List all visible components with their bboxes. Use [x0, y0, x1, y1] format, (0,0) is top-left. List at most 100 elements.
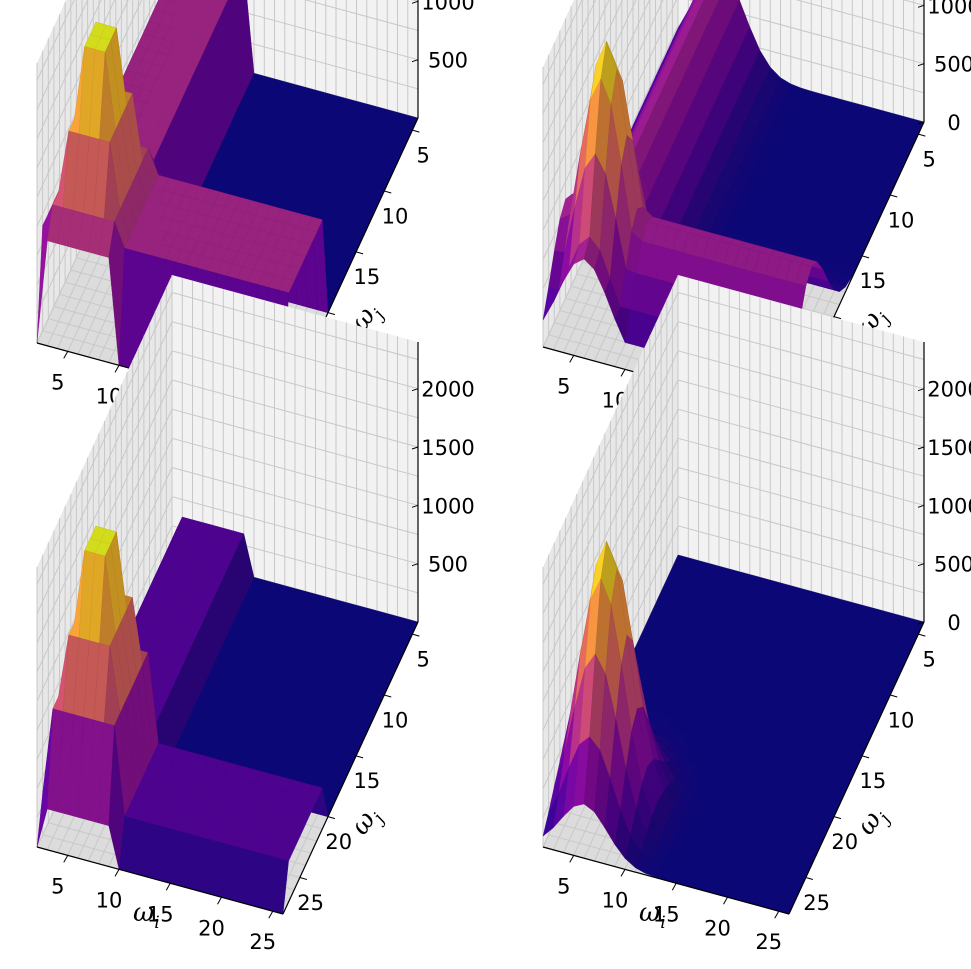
y-tick-label: 15	[860, 769, 887, 793]
z-tick-mark	[411, 0, 419, 4]
x-tick-label: 5	[51, 874, 64, 898]
x-tick-mark	[165, 883, 171, 891]
x-tick-mark	[63, 855, 69, 863]
y-tick-label: 10	[382, 204, 409, 228]
y-tick-label: 10	[382, 708, 409, 732]
x-tick-label: 20	[704, 916, 731, 940]
z-tick-label: 1000	[421, 494, 474, 518]
y-tick-label: 5	[416, 648, 429, 672]
grid-line	[542, 350, 925, 644]
y-tick-mark	[805, 877, 814, 880]
z-tick-mark	[917, 446, 925, 450]
x-tick-mark	[569, 355, 575, 363]
y-tick-label: 15	[354, 265, 381, 289]
x-tick-label: 20	[198, 916, 225, 940]
z-tick-mark	[917, 121, 925, 125]
y-tick-label: 10	[888, 208, 915, 232]
y-tick-label: 20	[325, 830, 352, 854]
x-tick-mark	[569, 855, 575, 863]
x-tick-mark	[114, 869, 120, 877]
y-axis-line	[788, 621, 925, 915]
x-tick-mark	[620, 869, 626, 877]
y-tick-mark	[861, 255, 870, 259]
y-tick-mark	[918, 633, 926, 637]
grid-line	[36, 0, 102, 140]
grid-line	[542, 379, 925, 673]
z-tick-label: 1000	[927, 0, 971, 18]
x-tick-mark	[63, 351, 69, 359]
surface-mesh	[542, 0, 925, 388]
x-axis-label: ωi	[639, 898, 666, 933]
x-tick-label: 5	[557, 374, 570, 398]
x-tick-mark	[217, 897, 222, 905]
y-axis-line	[282, 621, 419, 915]
grid-line	[542, 0, 624, 173]
grid-line	[36, 291, 419, 585]
x-tick-label: 25	[249, 930, 276, 954]
y-tick-mark	[833, 316, 842, 320]
grid-line	[542, 0, 637, 202]
surface-mesh	[36, 516, 419, 915]
z-tick-label: 1500	[927, 436, 971, 460]
y-tick-label: 20	[831, 830, 858, 854]
x-tick-mark	[268, 910, 274, 919]
grid-line	[542, 408, 925, 702]
x-tick-mark	[620, 369, 626, 377]
y-tick-label: 15	[354, 769, 381, 793]
y-tick-label: 25	[297, 891, 324, 915]
y-tick-mark	[833, 816, 842, 820]
y-tick-mark	[861, 755, 870, 759]
y-tick-mark	[918, 133, 926, 137]
x-tick-label: 10	[96, 888, 123, 912]
x-tick-mark	[774, 910, 780, 919]
y-tick-mark	[384, 190, 392, 194]
x-tick-label: 5	[51, 370, 64, 394]
x-axis-line	[542, 846, 790, 915]
y-tick-mark	[355, 251, 364, 255]
z-tick-mark	[917, 63, 925, 67]
grid-line	[542, 0, 597, 114]
y-tick-mark	[412, 129, 420, 133]
z-tick-label: 500	[428, 553, 468, 577]
grid-line	[36, 350, 419, 644]
grid-line	[542, 321, 925, 614]
y-tick-mark	[890, 194, 898, 198]
x-tick-mark	[671, 883, 677, 891]
x-tick-label: 25	[755, 930, 782, 954]
y-tick-mark	[412, 633, 420, 637]
z-tick-mark	[917, 388, 925, 392]
y-tick-label: 5	[416, 144, 429, 168]
z-tick-mark	[917, 4, 925, 8]
z-tick-label: 0	[947, 111, 960, 135]
x-tick-label: 15	[653, 902, 680, 926]
z-tick-label: 0	[947, 611, 960, 635]
z-tick-mark	[411, 446, 419, 450]
z-tick-label: 500	[428, 49, 468, 73]
y-tick-label: 15	[860, 269, 887, 293]
y-tick-label: 5	[922, 648, 935, 672]
surface-panel: Newmann Interpolated51015202551015202505…	[542, 0, 971, 454]
z-tick-label: 500	[934, 553, 971, 577]
z-tick-label: 2000	[421, 378, 474, 402]
y-tick-mark	[355, 755, 364, 759]
y-tick-label: 25	[803, 891, 830, 915]
y-tick-label: 10	[888, 708, 915, 732]
z-tick-label: 500	[934, 53, 971, 77]
z-tick-mark	[411, 388, 419, 392]
x-tick-mark	[114, 365, 120, 373]
y-tick-mark	[327, 312, 336, 316]
z-tick-mark	[917, 621, 925, 625]
y-tick-mark	[327, 816, 336, 820]
y-tick-mark	[890, 694, 898, 698]
x-tick-label: 5	[557, 874, 570, 898]
x-axis-line	[36, 846, 284, 915]
grid-line	[36, 0, 89, 110]
x-axis-label: ωi	[133, 898, 160, 933]
y-tick-label: 5	[922, 148, 935, 172]
x-tick-label: 15	[147, 902, 174, 926]
surface-panel: Orcaflex Closest510152025510152025500100…	[36, 275, 475, 954]
surface-mesh	[542, 540, 925, 915]
z-tick-mark	[917, 504, 925, 508]
z-tick-label: 1000	[421, 0, 474, 14]
